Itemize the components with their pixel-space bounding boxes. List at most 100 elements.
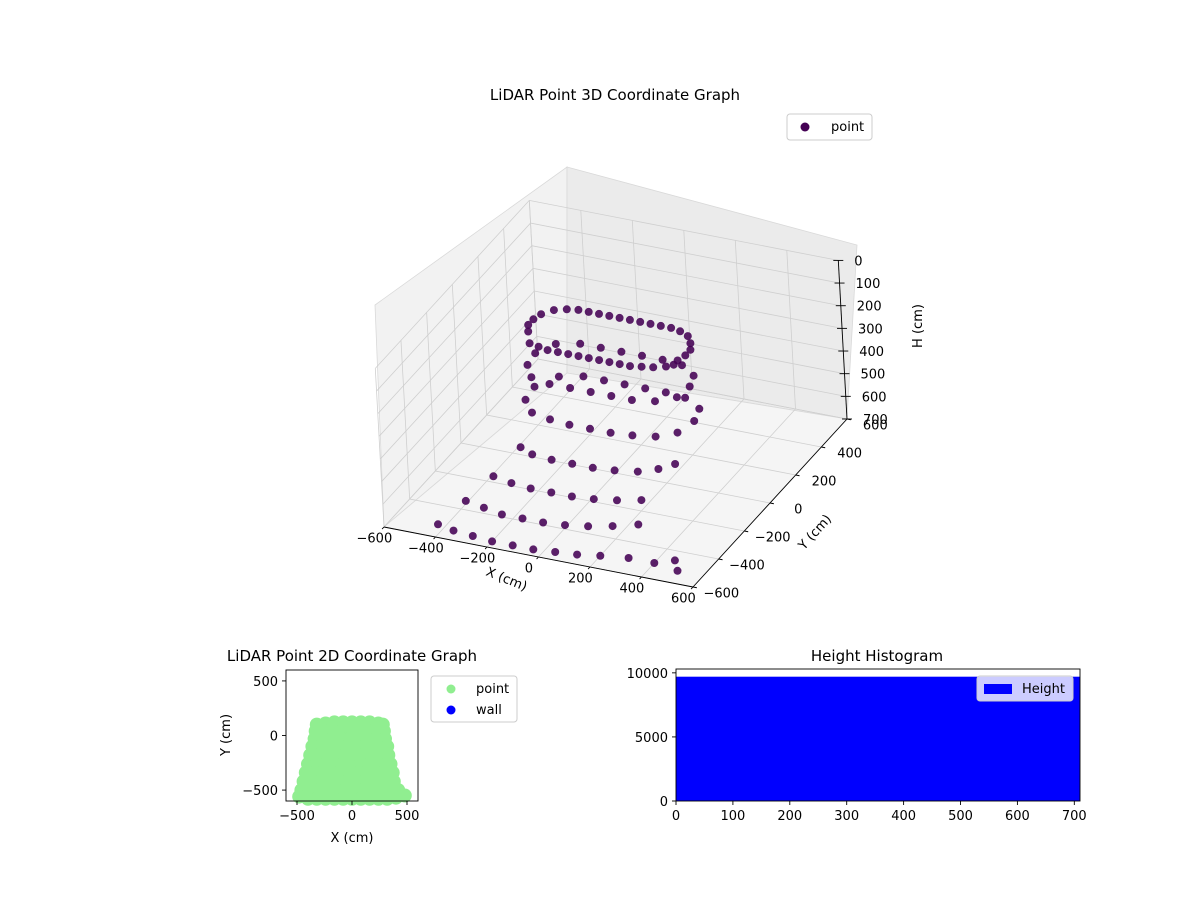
tick-2d-x-label: 0: [348, 809, 356, 824]
legend-2d: point wall: [430, 675, 518, 723]
chart-3d-ylabel: Y (cm): [795, 512, 835, 554]
point-3d: [527, 373, 536, 382]
point-3d: [695, 404, 704, 413]
tick-hist-x-label: 0: [672, 809, 680, 824]
tick-z-label: 200: [857, 300, 882, 315]
point-3d: [488, 537, 497, 546]
point-3d: [650, 559, 659, 567]
point-3d: [508, 541, 517, 550]
legend-3d-label: point: [831, 120, 864, 135]
point-3d: [546, 415, 554, 424]
grid-z-line: [378, 267, 843, 437]
point-3d: [507, 479, 516, 488]
tick-x-label: 0: [525, 562, 533, 577]
tick-hist-x-label: 600: [1005, 809, 1030, 824]
point-3d: [605, 358, 614, 367]
point-3d: [589, 495, 598, 504]
point-3d: [606, 428, 615, 437]
tick-hist-x-label: 100: [720, 809, 745, 824]
point-3d: [615, 360, 624, 369]
tick-2d-x-label: −500: [279, 809, 315, 824]
point-3d: [670, 556, 679, 565]
ticks-2d: −500 0 500 −500 0 500: [242, 675, 419, 824]
tick-hist-y-label: 10000: [627, 667, 668, 682]
point-3d: [624, 554, 633, 562]
point-3d: [567, 492, 576, 501]
grid-z-line: [377, 245, 841, 414]
point-3d: [656, 321, 665, 330]
tick-y-label: −400: [729, 559, 765, 574]
point-3d: [524, 320, 533, 329]
chart-2d-xlabel: X (cm): [331, 831, 374, 846]
legend-2d-wall-marker: [446, 705, 456, 715]
point-3d: [637, 362, 646, 371]
tick-z-label: 100: [856, 277, 881, 292]
tick-y-label: 200: [812, 475, 837, 490]
point-3d: [617, 347, 626, 356]
point-3d: [605, 311, 614, 320]
legend-2d-wall-label: wall: [476, 703, 502, 718]
legend-histogram-label: Height: [1022, 682, 1065, 697]
point-3d: [545, 380, 554, 388]
point-3d: [576, 339, 585, 348]
tick-y-mark: [821, 446, 826, 449]
point-3d: [531, 349, 540, 358]
point-3d: [634, 520, 643, 529]
point-3d: [626, 362, 634, 371]
point-3d: [681, 393, 690, 402]
axis-z-line: [837, 260, 848, 420]
point-3d: [566, 384, 575, 392]
point-3d: [528, 408, 536, 417]
tick-2d-y-label: 500: [253, 675, 278, 690]
tick-hist-x-label: 700: [1062, 809, 1087, 824]
tick-y-mark: [795, 474, 800, 477]
legend-2d-point-label: point: [476, 682, 509, 697]
point-3d: [620, 380, 629, 389]
tick-hist-x-label: 300: [834, 809, 859, 824]
legend-3d-marker: [800, 122, 810, 132]
chart-2d-ylabel: Y (cm): [219, 714, 234, 757]
point-3d: [615, 313, 624, 322]
tick-hist-x-label: 500: [948, 809, 973, 824]
point-3d: [685, 382, 694, 391]
point-3d: [584, 522, 593, 531]
point-3d: [434, 520, 442, 529]
point-3d: [547, 488, 556, 497]
grid-z-line: [381, 313, 845, 482]
chart-2d-title: LiDAR Point 2D Coordinate Graph: [227, 647, 477, 665]
point-3d: [646, 319, 655, 328]
point-3d: [551, 548, 560, 556]
tick-x-label: −200: [460, 552, 496, 567]
legend-histogram-swatch: [984, 684, 1012, 694]
tick-x-label: −400: [408, 542, 444, 557]
point-3d: [595, 356, 604, 365]
point-3d: [683, 332, 692, 341]
legend-3d-box: [786, 113, 873, 141]
point-3d: [497, 510, 506, 519]
point-3d: [610, 466, 619, 475]
tick-x-mark: [381, 526, 385, 530]
grid-z-line: [375, 199, 839, 369]
point-3d: [525, 339, 534, 348]
point-3d: [551, 340, 560, 348]
point-3d: [627, 396, 636, 404]
point-3d: [518, 514, 527, 523]
histogram-ticks: 0 100 200 300 400 500 600 700 0 5000 10000: [627, 667, 1087, 824]
tick-2d-x-label: 500: [395, 809, 420, 824]
tick-y-label: 0: [794, 503, 802, 518]
point-3d: [596, 343, 605, 352]
tick-z-label: 0: [854, 254, 862, 269]
legend-histogram: Height: [976, 675, 1074, 702]
point-3d: [596, 551, 605, 560]
point-3d: [537, 310, 546, 319]
point-3d: [524, 327, 533, 336]
point-3d: [588, 463, 597, 472]
point-3d: [529, 315, 538, 324]
point-3d: [641, 384, 650, 393]
point-3d: [516, 443, 525, 452]
point-3d: [449, 526, 458, 535]
histogram-title: Height Histogram: [811, 647, 943, 665]
points-3d: [434, 305, 704, 575]
point-3d: [479, 503, 488, 512]
chart-3d-title: LiDAR Point 3D Coordinate Graph: [490, 86, 740, 104]
